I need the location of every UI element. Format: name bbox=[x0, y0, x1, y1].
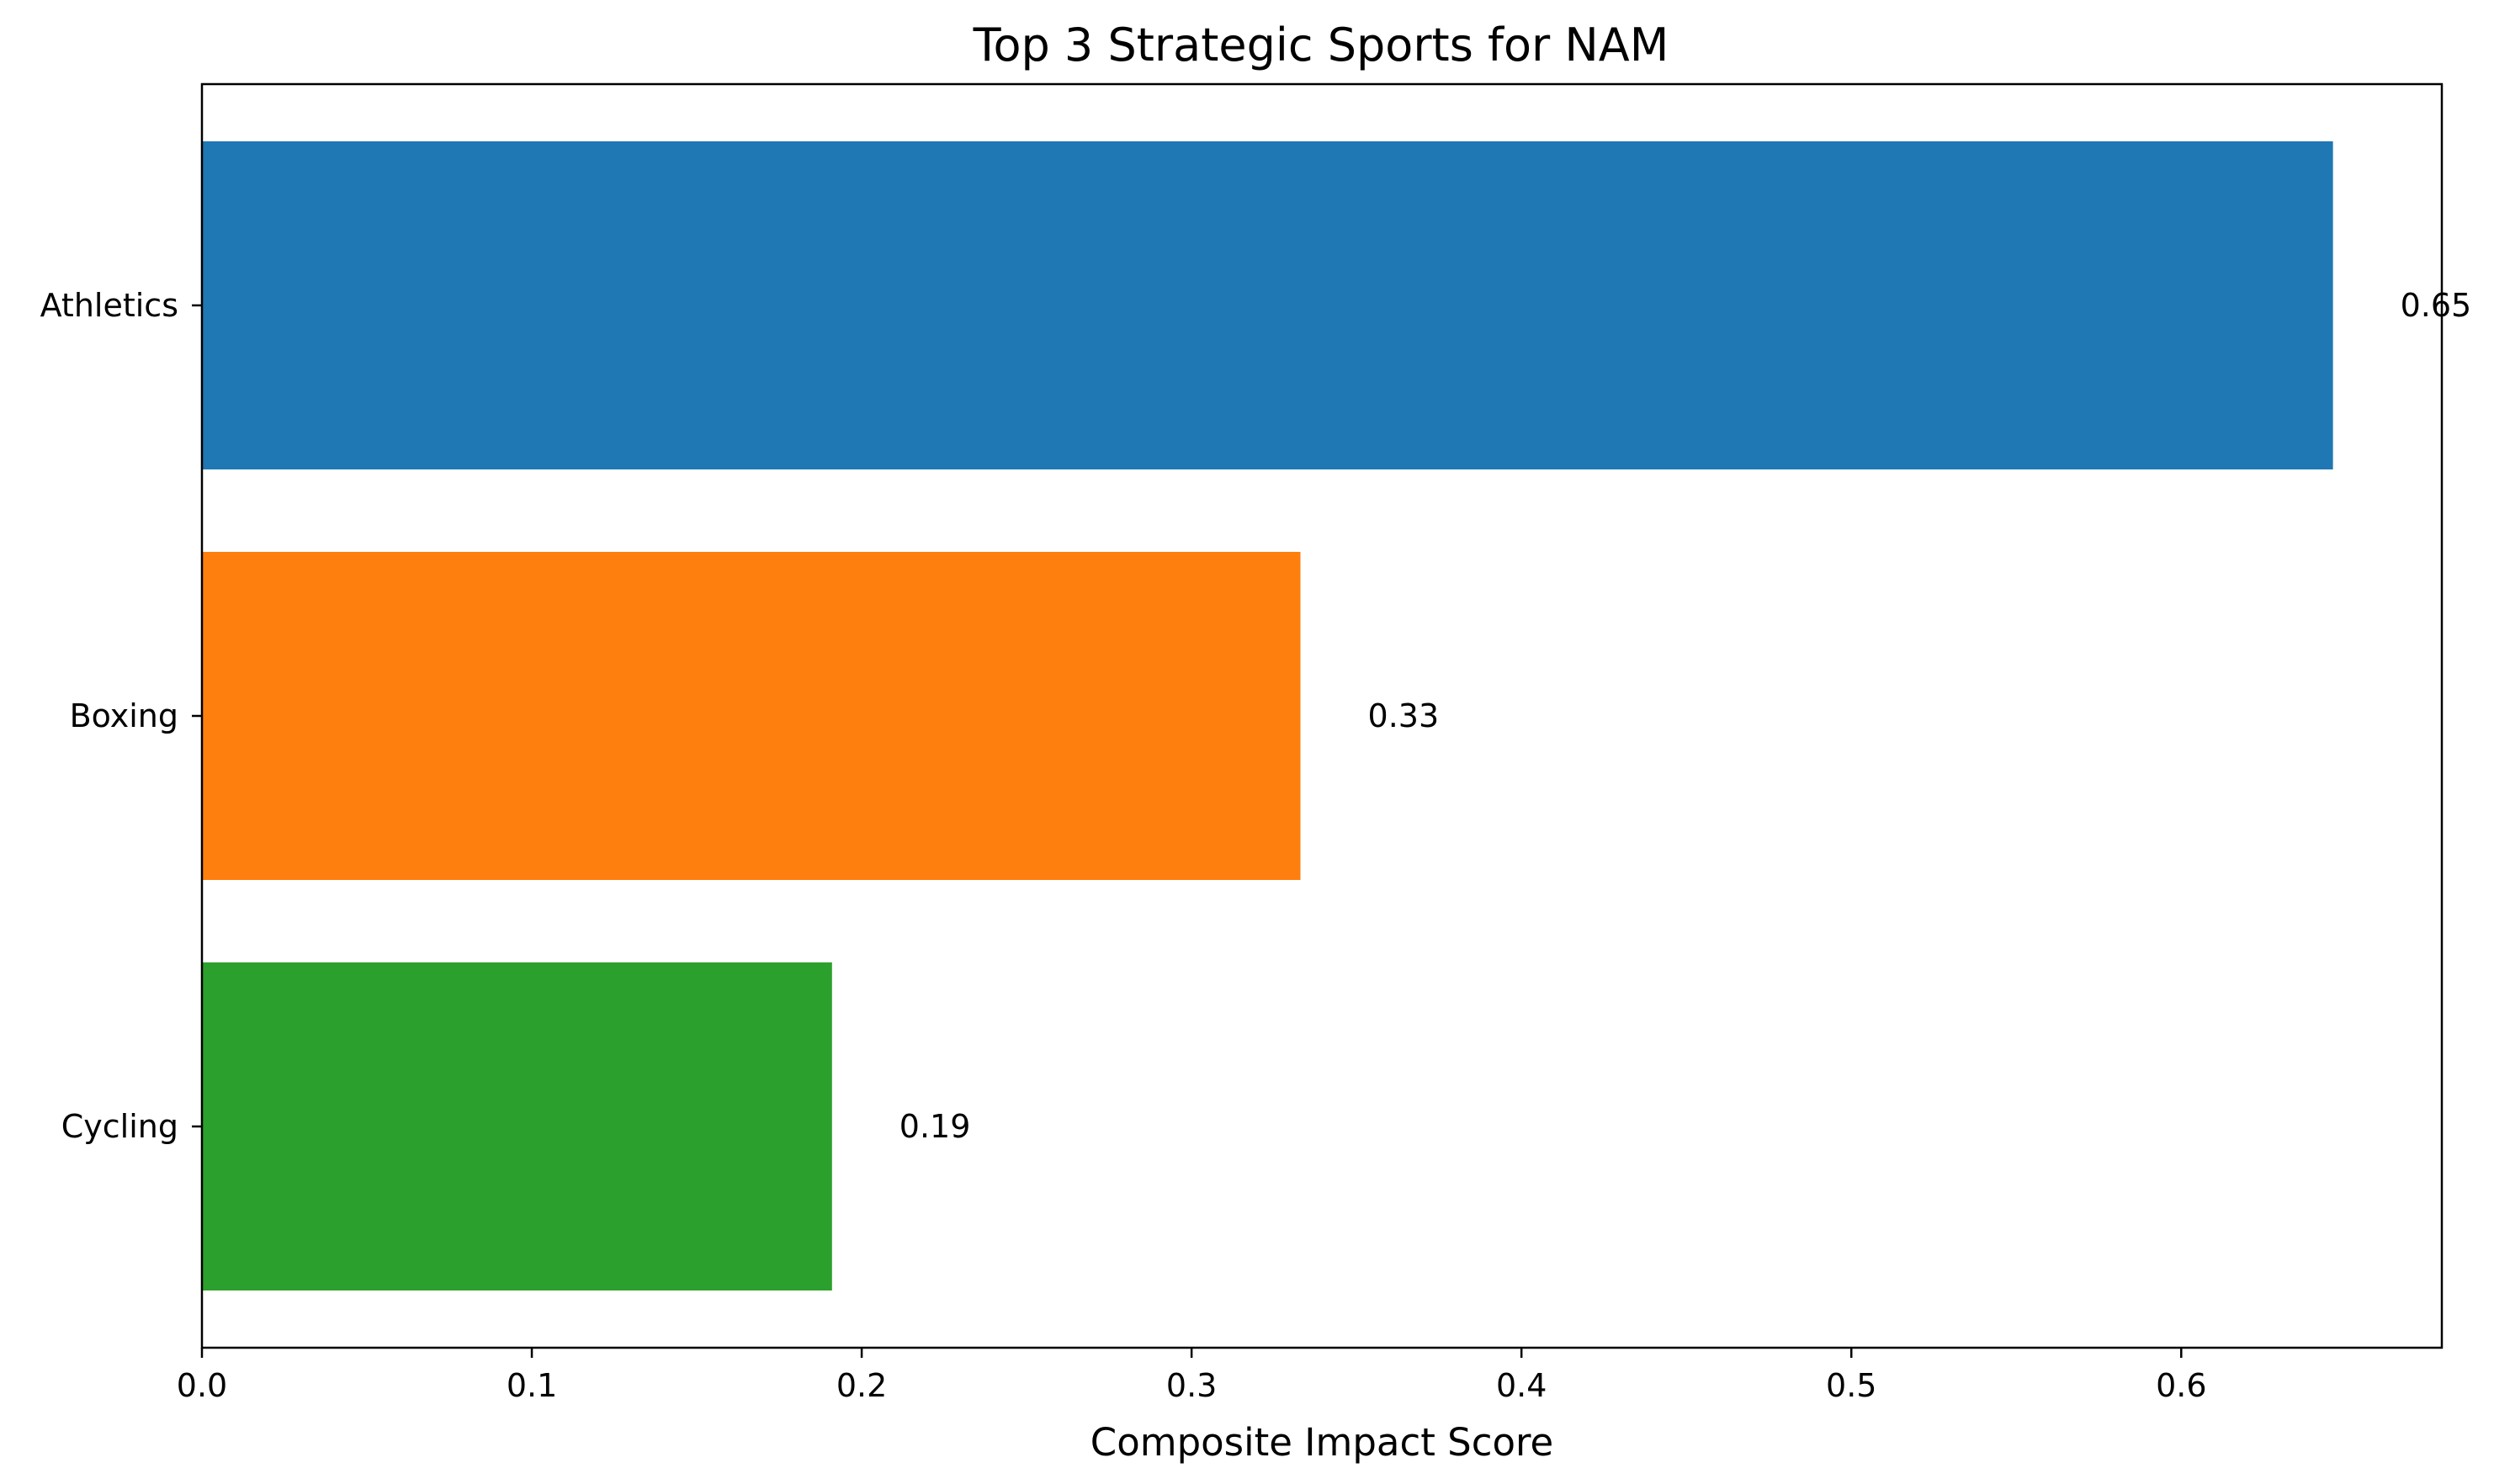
chart-title: Top 3 Strategic Sports for NAM bbox=[973, 19, 1669, 72]
y-tick-label: Athletics bbox=[40, 287, 178, 324]
bar-cycling bbox=[202, 962, 832, 1291]
y-axis-ticks: Athletics Boxing Cycling bbox=[40, 287, 202, 1145]
x-axis-ticks: 0.0 0.1 0.2 0.3 0.4 0.5 0.6 bbox=[177, 1348, 2207, 1404]
x-tick-label: 0.0 bbox=[177, 1367, 227, 1404]
value-label-athletics: 0.65 bbox=[2401, 287, 2472, 324]
x-tick-label: 0.6 bbox=[2156, 1367, 2206, 1404]
plot-frame bbox=[200, 82, 2444, 1349]
x-tick-label: 0.1 bbox=[507, 1367, 557, 1404]
x-tick-label: 0.3 bbox=[1166, 1367, 1217, 1404]
x-axis-label: Composite Impact Score bbox=[1090, 1420, 1553, 1465]
x-tick-label: 0.2 bbox=[836, 1367, 887, 1404]
y-tick-label: Cycling bbox=[61, 1108, 178, 1145]
x-tick-label: 0.4 bbox=[1496, 1367, 1547, 1404]
x-tick-label: 0.5 bbox=[1826, 1367, 1876, 1404]
bars-group bbox=[202, 141, 2333, 1291]
bar-boxing bbox=[202, 552, 1301, 880]
value-labels-group: 0.65 0.33 0.19 bbox=[899, 287, 2471, 1145]
value-label-boxing: 0.33 bbox=[1368, 697, 1440, 734]
value-label-cycling: 0.19 bbox=[899, 1108, 971, 1145]
bar-athletics bbox=[202, 141, 2333, 469]
y-tick-label: Boxing bbox=[70, 697, 178, 734]
